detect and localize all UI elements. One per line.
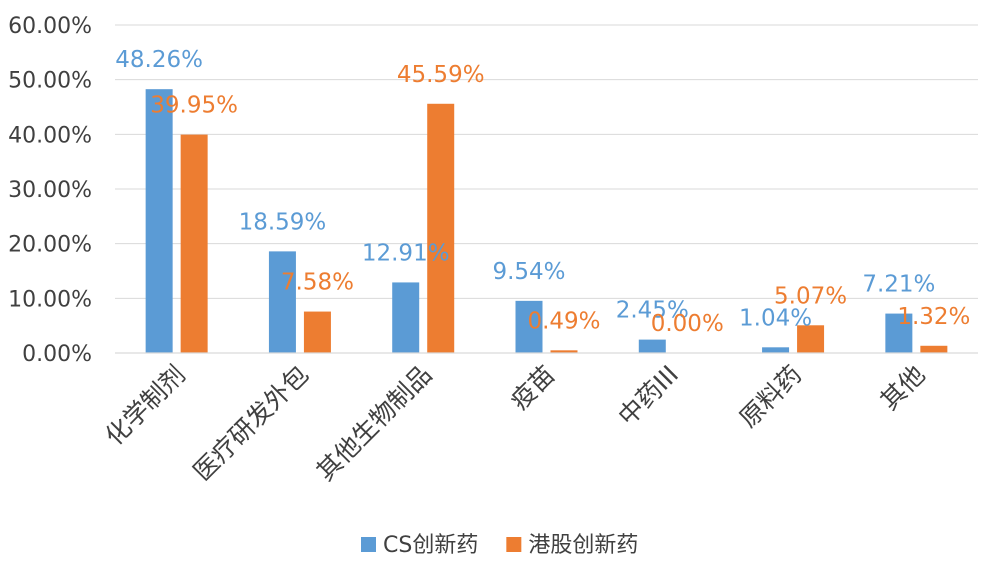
data-label: 7.21% (862, 272, 935, 298)
bar-hk-5 (797, 325, 825, 353)
category-label: 原料药 (734, 360, 808, 434)
data-labels: 48.26% 39.95% 18.59% 7.58% 12.91% 45.59% 9.54%… (115, 47, 970, 337)
bar-hk-1 (303, 311, 331, 353)
category-label: 疫苗 (505, 360, 561, 416)
y-tick-label: 10.00% (8, 287, 92, 312)
bar-cs-5 (762, 347, 790, 353)
data-label: 7.58% (281, 270, 354, 296)
data-label: 12.91% (362, 240, 450, 266)
data-label: 2.45% (616, 298, 689, 324)
data-label: 9.54% (492, 259, 565, 285)
data-label: 48.26% (115, 47, 203, 73)
gridlines (115, 24, 978, 299)
y-axis-tick-labels: 0.00% 10.00% 20.00% 30.00% 40.00% 50.00% 60.00… (8, 14, 92, 367)
y-tick-label: 40.00% (8, 123, 92, 148)
category-label: 其他 (875, 360, 931, 416)
y-tick-label: 50.00% (8, 69, 92, 94)
data-label: 39.95% (150, 93, 238, 119)
y-tick-label: 30.00% (8, 178, 92, 203)
legend-label: CS创新药 (383, 533, 478, 558)
bar-cs-1 (268, 251, 296, 353)
data-label: 45.59% (397, 62, 485, 88)
data-label: 5.07% (774, 283, 847, 309)
bar-hk-0 (180, 134, 208, 353)
category-label: 其他生物制品 (311, 360, 438, 487)
bars (145, 89, 948, 354)
legend: CS创新药 港股创新药 (361, 533, 638, 558)
data-label: 0.00% (651, 311, 724, 337)
legend-swatch (361, 537, 376, 552)
category-label: 中药III (613, 360, 685, 432)
legend-label: 港股创新药 (528, 533, 638, 558)
bar-cs-2 (392, 282, 420, 353)
bar-cs-6 (885, 313, 913, 353)
data-label: 1.04% (739, 305, 812, 331)
y-tick-label: 60.00% (8, 14, 92, 39)
data-label: 1.32% (897, 304, 970, 330)
y-tick-label: 20.00% (8, 233, 92, 258)
bar-hk-6 (920, 345, 948, 353)
y-tick-label: 0.00% (22, 342, 92, 367)
bar-cs-0 (145, 89, 173, 354)
data-label: 18.59% (239, 209, 327, 235)
bar-cs-4 (638, 339, 666, 353)
legend-swatch (506, 537, 522, 552)
bar-hk-3 (550, 350, 578, 353)
bar-hk-2 (427, 103, 455, 354)
category-label: 化学制剂 (100, 360, 191, 451)
category-label: 医疗研发外包 (188, 360, 315, 487)
data-label: 0.49% (527, 308, 600, 334)
bar-cs-3 (515, 300, 543, 353)
